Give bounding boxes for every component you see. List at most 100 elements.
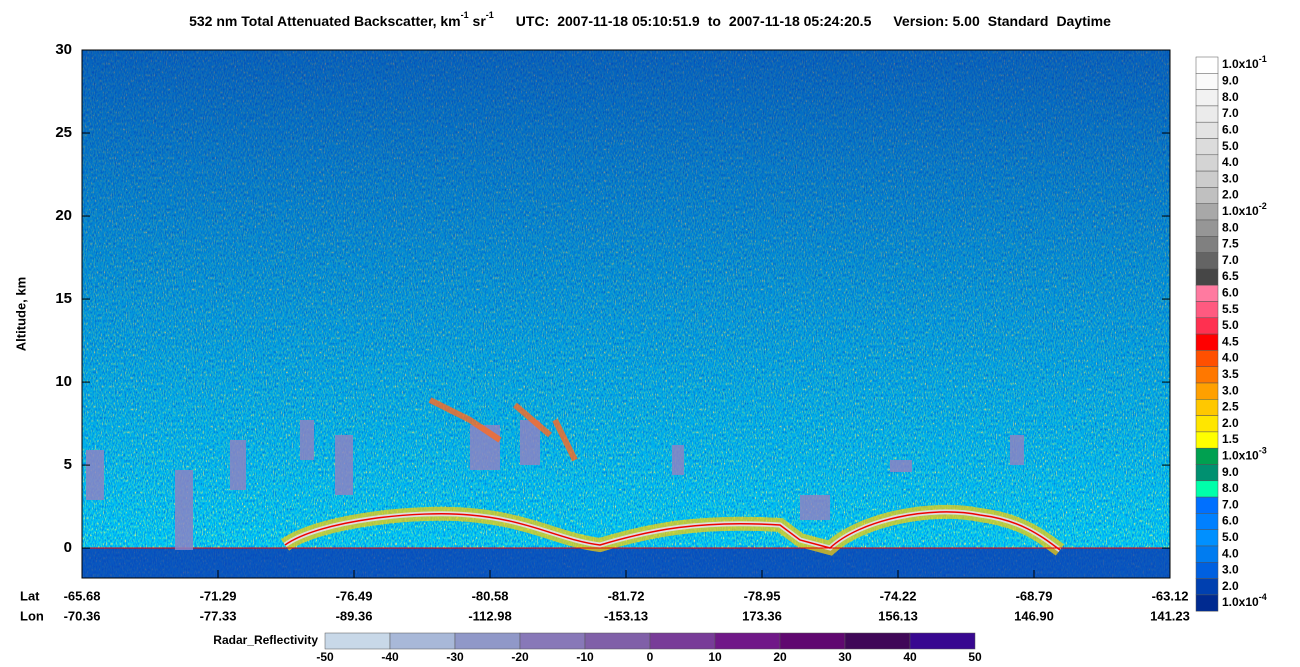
colorbar-label: 2.0 (1222, 579, 1239, 593)
y-tick-label: 25 (55, 124, 72, 141)
colorbar-cell (1195, 382, 1219, 400)
colorbar-cell (1195, 203, 1219, 221)
colorbar-label: 4.5 (1222, 334, 1239, 348)
lon-label: -77.33 (200, 608, 237, 623)
colorbar-label: 2.0 (1222, 416, 1239, 430)
y-tick-label: 15 (55, 290, 72, 307)
colorbar-label: 8.0 (1222, 90, 1239, 104)
to: to (708, 13, 721, 29)
radar-colorbar-cell (909, 632, 976, 650)
y-tick-label: 5 (64, 456, 72, 473)
radar-colorbar-cell (714, 632, 781, 650)
radar-tick-label: 50 (968, 650, 982, 664)
title-exp: -1 (486, 10, 494, 20)
title-unit: sr (469, 13, 487, 29)
colorbar-cell (1195, 562, 1219, 579)
lat-label: -68.79 (1016, 588, 1053, 603)
lat-label: -74.22 (880, 588, 917, 603)
colorbar-cell (1195, 447, 1219, 465)
start-time: 2007-11-18 05:10:51.9 (557, 13, 700, 29)
lon-label: 173.36 (742, 608, 782, 623)
y-tick-label: 30 (55, 41, 72, 58)
colorbar-cell (1195, 317, 1219, 335)
colorbar-label: 2.5 (1222, 400, 1239, 414)
radar-colorbar-cell (779, 632, 846, 650)
colorbar-cell (1195, 284, 1219, 302)
colorbar-label: 4.0 (1222, 155, 1239, 169)
colorbar-cell (1195, 464, 1219, 482)
radar-tick-label: 10 (708, 650, 722, 664)
colorbar-cell (1195, 138, 1219, 156)
y-tick-label: 0 (64, 539, 72, 556)
colorbar-cell (1195, 56, 1219, 74)
colorbar-cell (1195, 578, 1219, 596)
colorbar-cell (1195, 333, 1219, 351)
colorbar-label: 2.0 (1222, 188, 1239, 202)
colorbar-cell (1195, 399, 1219, 416)
colorbar-label: 6.0 (1222, 286, 1239, 300)
lon-label: -112.98 (468, 608, 511, 623)
product: Standard (988, 13, 1049, 29)
radar-tick-label: -10 (576, 650, 594, 664)
colorbar-cell (1195, 301, 1219, 319)
colorbar-label: 7.0 (1222, 497, 1239, 511)
title-main: 532 nm Total Attenuated Backscatter, km (189, 13, 461, 29)
time-of-day: Daytime (1056, 13, 1111, 29)
colorbar-label: 4.0 (1222, 351, 1239, 365)
lon-label: 141.23 (1150, 608, 1190, 623)
colorbar-label: 5.5 (1222, 302, 1239, 316)
lat-label: -80.58 (472, 588, 509, 603)
colorbar-cell (1195, 170, 1219, 188)
radar-colorbar-label: Radar_Reflectivity (213, 633, 318, 647)
lat-label: -65.68 (64, 588, 101, 603)
radar-tick-label: 0 (647, 650, 654, 664)
colorbar-label: 7.5 (1222, 237, 1239, 251)
colorbar-label: 7.0 (1222, 106, 1239, 120)
colorbar-cell (1195, 236, 1219, 253)
colorbar-label: 4.0 (1222, 546, 1239, 560)
radar-tick-label: -20 (511, 650, 529, 664)
radar-colorbar-cell (649, 632, 716, 650)
colorbar-cell (1195, 219, 1219, 237)
lon-label: 146.90 (1014, 608, 1054, 623)
radar-tick-label: 30 (838, 650, 852, 664)
version: Version: 5.00 (893, 13, 980, 29)
colorbar-label: 8.0 (1222, 220, 1239, 234)
y-tick-label: 20 (55, 207, 72, 224)
utc-label: UTC: (516, 13, 549, 29)
colorbar-label-exp: -1 (1259, 55, 1267, 65)
colorbar-label-base: 1.0x10 (1222, 204, 1259, 218)
colorbar-cell (1195, 545, 1219, 563)
colorbar-label: 3.0 (1222, 563, 1239, 577)
colorbar-cell (1195, 496, 1219, 514)
lat-label: -76.49 (336, 588, 373, 603)
lat-label: -81.72 (608, 588, 645, 603)
radar-tick-label: -40 (381, 650, 399, 664)
colorbar-cell (1195, 431, 1219, 449)
colorbar-cell (1195, 105, 1219, 123)
colorbar-cell (1195, 513, 1219, 530)
radar-colorbar-cell (324, 632, 391, 650)
lon-label: -153.13 (604, 608, 648, 623)
colorbar-label: 3.0 (1222, 383, 1239, 397)
colorbar-label-exp: -4 (1259, 592, 1267, 602)
lat-label: -71.29 (200, 588, 237, 603)
colorbar-label: 1.0x10-1 (1222, 55, 1267, 72)
colorbar-cell (1195, 121, 1219, 139)
colorbar-cell (1195, 480, 1219, 498)
colorbar-label: 5.0 (1222, 530, 1239, 544)
colorbar-label: 9.0 (1222, 465, 1239, 479)
colorbar-label: 1.0x10-2 (1222, 201, 1267, 218)
colorbar-cell (1195, 594, 1219, 612)
colorbar-label: 6.0 (1222, 123, 1239, 137)
x-row-label: Lat (20, 588, 40, 603)
colorbar-label: 7.0 (1222, 253, 1239, 267)
lon-label: -70.36 (64, 608, 101, 623)
radar-colorbar-cell (389, 632, 456, 650)
colorbar-label-base: 1.0x10 (1222, 57, 1259, 71)
radar-colorbar-cell (844, 632, 911, 650)
colorbar-label: 1.0x10-3 (1222, 446, 1267, 463)
radar-colorbar-cell (454, 632, 521, 650)
end-time: 2007-11-18 05:24:20.5 (729, 13, 872, 29)
colorbar-label: 6.5 (1222, 269, 1239, 283)
